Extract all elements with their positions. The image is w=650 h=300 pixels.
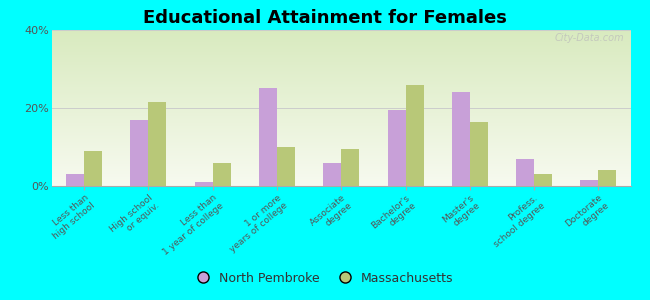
Bar (534, 174, 552, 186)
Bar (406, 85, 424, 186)
Legend: North Pembroke, Massachusetts: North Pembroke, Massachusetts (190, 265, 460, 291)
Bar (66, 174, 84, 186)
Bar (387, 110, 406, 186)
Bar (277, 147, 295, 186)
Bar (213, 163, 231, 186)
Bar (131, 120, 148, 186)
Bar (259, 88, 277, 186)
Bar (599, 170, 616, 186)
Bar (84, 151, 102, 186)
Text: Educational Attainment for Females: Educational Attainment for Females (143, 9, 507, 27)
Bar (470, 122, 488, 186)
Bar (195, 182, 213, 186)
Bar (516, 159, 534, 186)
Bar (452, 92, 470, 186)
Bar (148, 102, 166, 186)
Bar (341, 149, 359, 186)
Bar (323, 163, 341, 186)
Text: City-Data.com: City-Data.com (555, 33, 625, 43)
Bar (580, 180, 599, 186)
